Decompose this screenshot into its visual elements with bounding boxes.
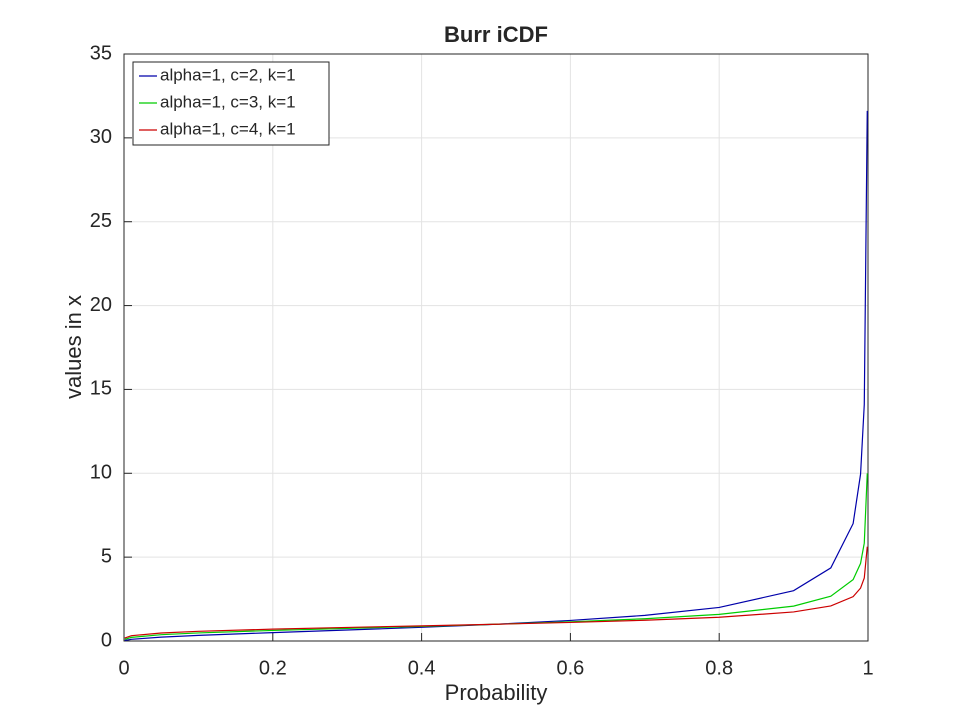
y-tick-label: 15 — [90, 378, 112, 400]
line-series — [124, 473, 868, 640]
y-tick-label: 5 — [101, 545, 112, 567]
y-tick-label: 0 — [101, 629, 112, 651]
legend-label: alpha=1, c=3, k=1 — [160, 92, 296, 111]
plot-frame — [123, 53, 869, 642]
y-tick-label: 20 — [90, 294, 112, 316]
line-series — [124, 546, 868, 639]
x-tick-label: 0.2 — [259, 657, 287, 679]
x-tick-label: 0 — [118, 657, 129, 679]
y-tick-label: 35 — [90, 42, 112, 64]
legend-label: alpha=1, c=4, k=1 — [160, 119, 296, 138]
x-axis-label: Probability — [445, 680, 548, 705]
plot-area — [124, 54, 868, 641]
legend-label: alpha=1, c=2, k=1 — [160, 65, 296, 84]
line-series — [124, 110, 868, 642]
x-tick-label: 1 — [862, 657, 873, 679]
y-tick-label: 25 — [90, 210, 112, 232]
x-tick-label: 0.4 — [408, 657, 436, 679]
y-tick-label: 30 — [90, 126, 112, 148]
x-tick-label: 0.6 — [556, 657, 584, 679]
y-axis-label: values in x — [61, 295, 86, 399]
chart-title: Burr iCDF — [444, 22, 548, 47]
y-tick-label: 10 — [90, 462, 112, 484]
legend-box — [132, 61, 330, 146]
x-tick-label: 0.8 — [705, 657, 733, 679]
